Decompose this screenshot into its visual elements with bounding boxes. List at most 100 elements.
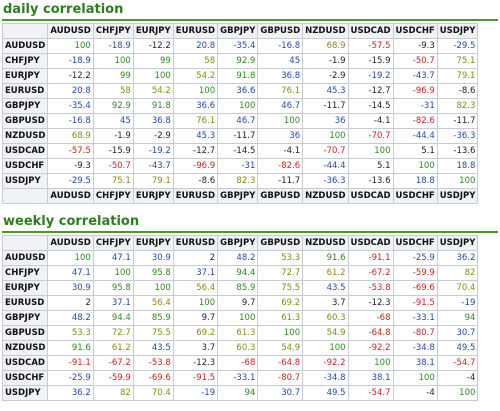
row-header: EURUSD bbox=[1, 295, 49, 311]
correlation-cell: 5.1 bbox=[392, 143, 438, 159]
column-header: GBPJPY bbox=[217, 235, 259, 251]
table-row: GBPUSD 53.3 72.7 75.5 69.2 61.3 100 54.9 -64.8 -8… bbox=[1, 325, 479, 341]
correlation-cell: 85.9 bbox=[132, 310, 174, 326]
correlation-cell: 61.2 bbox=[302, 265, 349, 281]
column-header: CHFJPY bbox=[92, 188, 134, 204]
column-header: GBPUSD bbox=[257, 235, 304, 251]
correlation-cell: 100 bbox=[257, 113, 304, 129]
correlation-cell: -59.9 bbox=[92, 370, 134, 386]
correlation-cell: 46.7 bbox=[257, 98, 304, 114]
correlation-cell: 60.3 bbox=[217, 340, 259, 356]
correlation-cell: -15.9 bbox=[92, 143, 134, 159]
correlation-cell: -4.1 bbox=[347, 113, 394, 129]
correlation-cell: -14.5 bbox=[347, 98, 394, 114]
row-header: USDCHF bbox=[1, 370, 49, 386]
column-header: CHFJPY bbox=[92, 23, 134, 39]
correlation-cell: -44.4 bbox=[392, 128, 438, 144]
correlation-cell: -13.6 bbox=[436, 143, 479, 159]
table-row: EURJPY -12.2 99 100 54.2 91.8 36.8 -2.9 -19.2 -43… bbox=[1, 68, 479, 84]
correlation-cell: 92.9 bbox=[92, 98, 134, 114]
correlation-cell: 100 bbox=[217, 98, 259, 114]
correlation-cell: -50.7 bbox=[92, 158, 134, 174]
correlation-cell: -12.3 bbox=[347, 295, 394, 311]
row-header: AUDUSD bbox=[1, 38, 49, 54]
correlation-cell: -96.9 bbox=[392, 83, 438, 99]
correlation-page: daily correlation AUDUSD CHFJPY EURJPY EURUS… bbox=[1, 2, 498, 401]
correlation-cell: 36 bbox=[302, 113, 349, 129]
column-header: GBPUSD bbox=[257, 188, 304, 204]
correlation-cell: 54.2 bbox=[132, 83, 174, 99]
correlation-cell: 36.2 bbox=[47, 385, 94, 401]
correlation-cell: 85.9 bbox=[217, 280, 259, 296]
column-header: AUDUSD bbox=[47, 188, 94, 204]
column-header: AUDUSD bbox=[47, 23, 94, 39]
row-header: AUDUSD bbox=[1, 250, 49, 266]
correlation-cell: -11.7 bbox=[257, 173, 304, 189]
correlation-cell: -34.8 bbox=[302, 370, 349, 386]
correlation-cell: -12.3 bbox=[172, 355, 219, 371]
correlation-cell: -1.9 bbox=[302, 53, 349, 69]
correlation-cell: -1.9 bbox=[92, 128, 134, 144]
row-header: USDCAD bbox=[1, 355, 49, 371]
correlation-cell: -15.9 bbox=[347, 53, 394, 69]
correlation-cell: 95.8 bbox=[132, 265, 174, 281]
correlation-cell: -18.9 bbox=[47, 53, 94, 69]
correlation-cell: 36.6 bbox=[217, 83, 259, 99]
correlation-cell: -50.7 bbox=[392, 53, 438, 69]
row-header: EURJPY bbox=[1, 68, 49, 84]
correlation-cell: 36.2 bbox=[436, 250, 479, 266]
correlation-cell: 56.4 bbox=[132, 295, 174, 311]
correlation-cell: 20.8 bbox=[47, 83, 94, 99]
row-header: EURJPY bbox=[1, 280, 49, 296]
correlation-cell: -19 bbox=[436, 295, 479, 311]
column-header: EURUSD bbox=[172, 23, 219, 39]
correlation-cell: 100 bbox=[392, 158, 438, 174]
correlation-cell: -2.9 bbox=[132, 128, 174, 144]
correlation-cell: 36.8 bbox=[257, 68, 304, 84]
correlation-cell: -33.1 bbox=[392, 310, 438, 326]
correlation-cell: 45 bbox=[92, 113, 134, 129]
column-header: USDCHF bbox=[392, 23, 438, 39]
correlation-table: AUDUSD CHFJPY EURJPY EURUSD GBPJPY GBPUSD NZDU… bbox=[1, 235, 479, 401]
correlation-cell: -80.7 bbox=[392, 325, 438, 341]
column-header: GBPJPY bbox=[217, 23, 259, 39]
row-header: USDCAD bbox=[1, 143, 49, 159]
correlation-cell: 38.1 bbox=[392, 355, 438, 371]
row-header: USDJPY bbox=[1, 173, 49, 189]
row-header: GBPUSD bbox=[1, 325, 49, 341]
correlation-cell: -14.5 bbox=[217, 143, 259, 159]
correlation-cell: -16.8 bbox=[47, 113, 94, 129]
column-header: USDJPY bbox=[436, 235, 479, 251]
correlation-cell: 82 bbox=[436, 265, 479, 281]
correlation-cell: -36.3 bbox=[302, 173, 349, 189]
correlation-cell: 60.3 bbox=[302, 310, 349, 326]
correlation-cell: 76.1 bbox=[257, 83, 304, 99]
correlation-cell: -80.7 bbox=[257, 370, 304, 386]
column-header: EURUSD bbox=[172, 188, 219, 204]
correlation-cell: -31 bbox=[217, 158, 259, 174]
correlation-cell: 79.1 bbox=[132, 173, 174, 189]
correlation-cell: -70.7 bbox=[347, 128, 394, 144]
row-header: USDJPY bbox=[1, 385, 49, 401]
correlation-cell: -13.6 bbox=[347, 173, 394, 189]
row-header: USDCHF bbox=[1, 158, 49, 174]
table-row: USDCHF -25.9 -59.9 -69.6 -91.5 -33.1 -80.7 -34.… bbox=[1, 370, 479, 386]
correlation-cell: 91.6 bbox=[47, 340, 94, 356]
correlation-cell: -68 bbox=[347, 310, 394, 326]
correlation-cell: 92.9 bbox=[217, 53, 259, 69]
correlation-cell: -35.4 bbox=[217, 38, 259, 54]
correlation-cell: 53.3 bbox=[257, 250, 304, 266]
section-title: weekly correlation bbox=[3, 214, 140, 229]
correlation-cell: -70.7 bbox=[302, 143, 349, 159]
row-header: CHFJPY bbox=[1, 265, 49, 281]
table-row: AUDUSD 100 47.1 30.9 2 48.2 53.3 91.6 -91.1 -25.9… bbox=[1, 250, 479, 266]
correlation-cell: 49.5 bbox=[436, 340, 479, 356]
column-header: USDCAD bbox=[347, 235, 394, 251]
correlation-cell: 30.7 bbox=[436, 325, 479, 341]
correlation-cell: 48.2 bbox=[47, 310, 94, 326]
header-corner bbox=[1, 188, 49, 204]
table-row: USDJPY 36.2 82 70.4 -19 94 30.7 49.5 -54.7 -4 100 bbox=[1, 385, 479, 401]
section-title: daily correlation bbox=[3, 2, 124, 17]
correlation-cell: 75.1 bbox=[436, 53, 479, 69]
correlation-cell: 100 bbox=[47, 250, 94, 266]
